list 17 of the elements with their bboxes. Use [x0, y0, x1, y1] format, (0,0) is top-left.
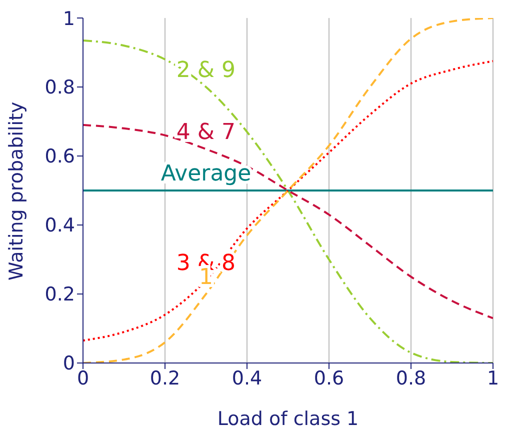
y-tick-label: 0.4 — [44, 214, 75, 237]
y-tick-label: 0.8 — [44, 76, 75, 99]
x-tick-label: 0.2 — [150, 367, 180, 390]
x-tick-label: 0.4 — [232, 367, 262, 390]
series-label: Average — [160, 162, 252, 186]
x-axis-title: Load of class 1 — [217, 408, 359, 430]
y-tick-label: 1 — [62, 8, 75, 30]
y-tick-label: 0.2 — [44, 284, 75, 306]
line-series — [83, 124, 493, 320]
y-axis-title: Waiting probability — [6, 102, 28, 280]
y-tick-label: 0 — [62, 352, 75, 375]
y-tick-label: 0.6 — [44, 146, 75, 168]
x-tick-label: 0 — [76, 367, 90, 390]
series-label: 4 & 7 — [176, 120, 236, 146]
x-tick-label: 0.8 — [396, 367, 426, 390]
x-tick-label: 0.6 — [314, 367, 344, 390]
x-tick-label: 1 — [486, 367, 500, 390]
